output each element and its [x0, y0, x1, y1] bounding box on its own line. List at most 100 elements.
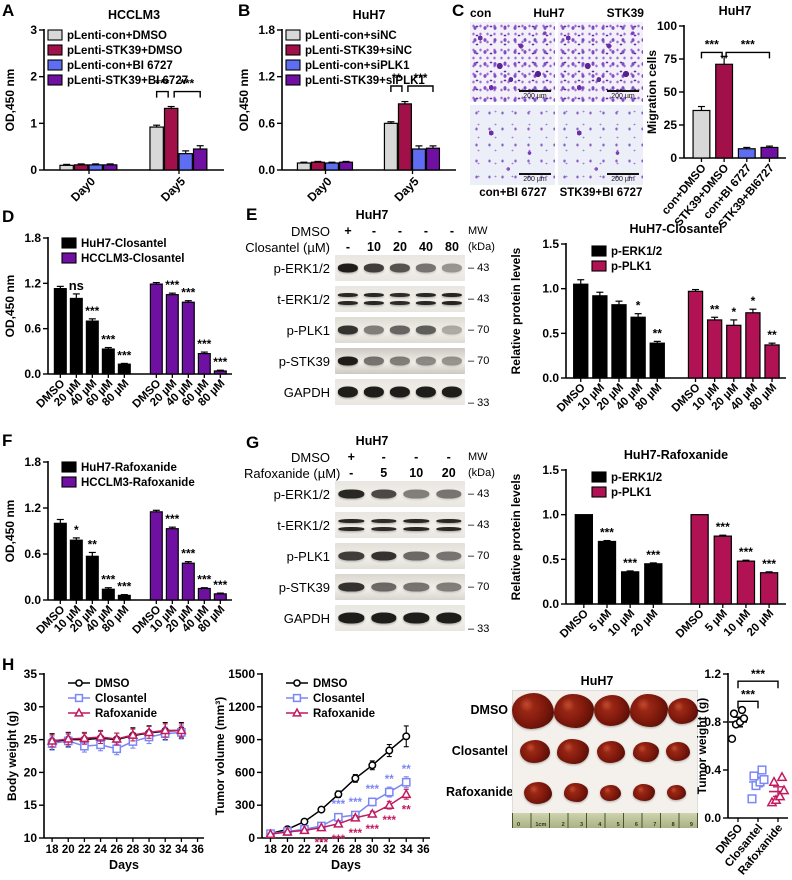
svg-text:***: *** — [646, 548, 660, 562]
svg-text:HuH7: HuH7 — [353, 8, 386, 22]
legend-swatch — [591, 471, 607, 483]
protein-band — [389, 263, 411, 273]
bar — [59, 164, 74, 171]
svg-text:22: 22 — [78, 844, 91, 856]
bar — [296, 162, 311, 171]
svg-text:34: 34 — [175, 844, 188, 856]
protein-band — [371, 582, 397, 592]
chart-rafoxanide-viability: 0.0 0.6 1.2 1.8 OD,450 nm DMSO 10 µM 20 µM 40 µM… — [2, 438, 236, 656]
svg-text:***: *** — [165, 278, 179, 292]
protein-band — [337, 356, 359, 366]
legend-swatch — [47, 44, 63, 56]
svg-text:***: *** — [117, 580, 131, 594]
bar — [149, 511, 163, 601]
svg-text:0.8: 0.8 — [704, 715, 721, 729]
protein-band — [389, 386, 411, 398]
svg-text:26: 26 — [110, 844, 123, 856]
svg-text:0.6: 0.6 — [24, 547, 41, 561]
svg-text:***: *** — [180, 77, 194, 91]
chart-closantel-protein-levels: 0.0 0.5 1.0 1.5 Relative protein levels HuH7-… — [508, 214, 792, 430]
svg-text:1.0: 1.0 — [542, 508, 559, 522]
blot-header-row: Rafoxanide (µM) -5 10 20 (kDa) — [244, 465, 495, 481]
protein-band — [363, 356, 385, 366]
legend-swatch — [61, 476, 77, 488]
protein-band — [338, 582, 364, 592]
svg-text:DMSO: DMSO — [95, 678, 130, 690]
bar — [181, 301, 195, 375]
protein-band — [338, 519, 364, 523]
chart-svg: 0.0 0.5 1.0 1.5 Relative protein levels HuH7-… — [509, 448, 786, 641]
lane-dose-label: - — [414, 450, 419, 464]
svg-text:1500: 1500 — [228, 667, 255, 681]
blot-strip — [335, 348, 465, 374]
svg-text:Rafoxanide: Rafoxanide — [95, 708, 157, 720]
svg-text:pLenti-con+siPLK1: pLenti-con+siPLK1 — [305, 60, 410, 72]
blot-row-p-stk39: p-STK39– 70 — [244, 348, 500, 374]
micro-image-con-bi6727: 200 µm — [470, 105, 555, 185]
scalebar-line — [607, 173, 639, 175]
bar — [192, 148, 208, 171]
tumor-photo — [564, 783, 588, 802]
svg-text:1.2: 1.2 — [704, 667, 721, 681]
svg-text:***: *** — [741, 37, 755, 51]
protein-band — [415, 325, 437, 335]
panel-label-e: E — [246, 205, 258, 224]
protein-band — [371, 551, 397, 561]
bar — [644, 563, 663, 605]
micro-image-stk39: 200 µm — [558, 22, 643, 102]
bar — [759, 572, 779, 605]
svg-text:20: 20 — [281, 844, 294, 856]
bar — [574, 514, 594, 605]
svg-text:Days: Days — [109, 858, 139, 872]
svg-text:HuH7-Closantel: HuH7-Closantel — [629, 222, 722, 236]
bar — [197, 587, 211, 601]
svg-text:25: 25 — [24, 733, 38, 747]
chart-tumor-volume: 0 300 600 900 1200 1500 Tumor volume (mm³) 18 20… — [212, 666, 442, 878]
westernblot-rafoxanide: HuH7 DMSO + - - - MW Rafoxanide (µM) -5 10 20 (kDa)… — [244, 434, 500, 660]
svg-text:***: *** — [197, 337, 211, 351]
bar — [181, 562, 195, 601]
blot-cell-line-title: HuH7 — [355, 208, 389, 222]
legend-swatch — [591, 486, 607, 498]
tumor-photos: HuH7 DMSO Closantel Rafoxanide 0 1cm 2 3 4 5 6 7 8 9 — [446, 674, 698, 866]
protein-band — [403, 582, 429, 592]
svg-text:pLenti-con+BI 6727: pLenti-con+BI 6727 — [67, 60, 173, 72]
micro-title: HuH7 — [533, 6, 565, 20]
panel-label-c: C — [452, 1, 465, 20]
svg-text:***: *** — [213, 355, 227, 369]
svg-text:Day5: Day5 — [391, 174, 421, 204]
protein-band — [363, 293, 385, 297]
protein-band — [371, 489, 397, 499]
mw-marker: – 33 — [468, 397, 490, 409]
legend-swatch — [47, 59, 63, 71]
lane-dose-label: 20 — [441, 466, 456, 480]
lane-dose-label: + — [344, 224, 352, 238]
sig-bracket — [390, 85, 403, 92]
svg-text:**: ** — [710, 302, 720, 316]
svg-text:Relative protein levels: Relative protein levels — [509, 473, 523, 600]
sig-bracket — [173, 90, 201, 98]
bar — [425, 147, 441, 171]
bar — [736, 560, 756, 605]
bar — [692, 109, 711, 159]
legend-swatch — [47, 29, 63, 41]
svg-text:0.0: 0.0 — [24, 593, 41, 607]
svg-text:28: 28 — [349, 844, 362, 856]
blot-strip — [335, 605, 465, 631]
bar — [687, 290, 704, 379]
svg-text:***: *** — [181, 286, 195, 300]
svg-text:***: *** — [117, 348, 131, 362]
svg-text:**: ** — [88, 537, 98, 551]
svg-text:2: 2 — [30, 70, 37, 84]
svg-text:75: 75 — [664, 52, 678, 66]
svg-text:**: ** — [402, 764, 411, 776]
tumor-photo — [632, 741, 659, 762]
svg-text:***: *** — [165, 512, 179, 526]
lane-dose-label: 20 — [393, 240, 407, 254]
protein-band — [363, 263, 385, 273]
svg-text:**: ** — [402, 804, 411, 816]
tumor-row-label: Rafoxanide — [446, 784, 514, 799]
bar — [713, 535, 732, 605]
svg-text:***: *** — [751, 667, 765, 681]
bar — [73, 164, 89, 171]
